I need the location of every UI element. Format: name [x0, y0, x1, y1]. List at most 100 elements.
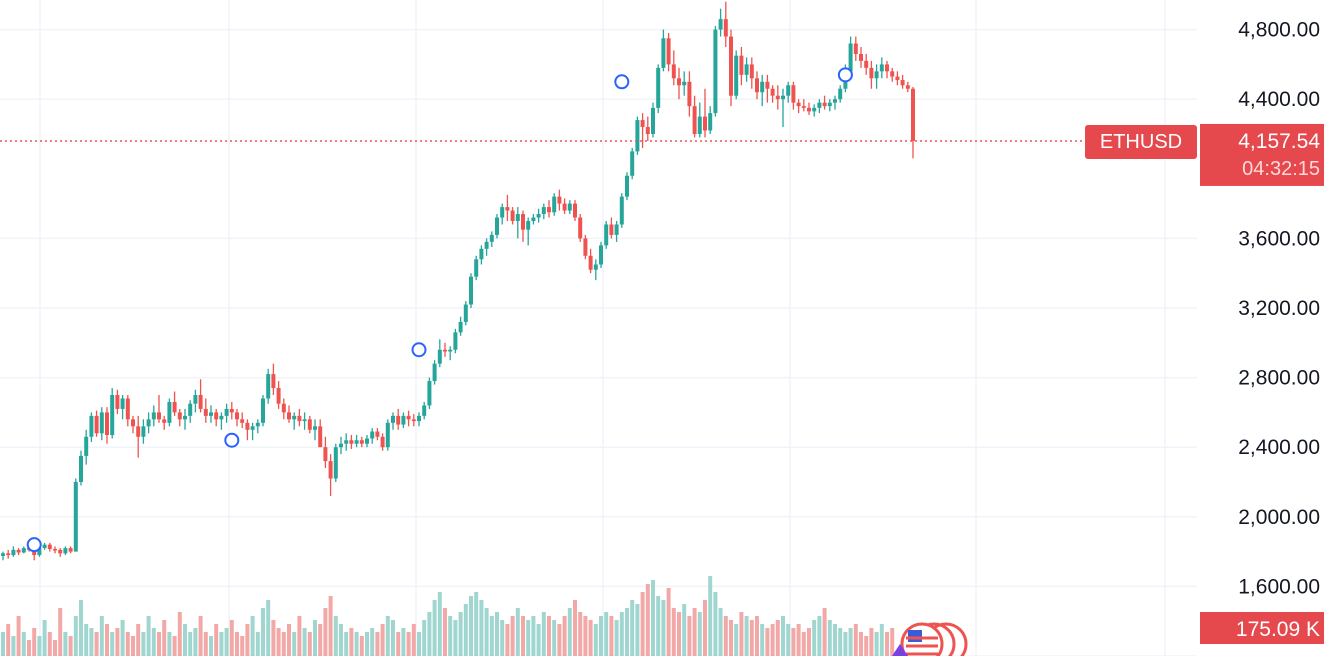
volume-bar — [42, 620, 47, 656]
volume-bar — [682, 604, 687, 656]
symbol-label-bg — [1085, 124, 1197, 159]
candle — [63, 546, 68, 556]
candle-body — [583, 238, 588, 256]
volume-bar — [297, 616, 302, 656]
candle-body — [287, 412, 291, 420]
candle — [214, 408, 219, 427]
candle-body — [812, 107, 817, 112]
candle — [547, 200, 551, 218]
candle-body — [567, 203, 572, 211]
candle — [229, 401, 234, 420]
volume-bar — [599, 616, 603, 656]
volume-bar — [261, 608, 265, 656]
candle-body — [437, 349, 442, 364]
candle-body — [448, 349, 453, 352]
volume-bar — [307, 632, 312, 656]
candle — [859, 46, 863, 68]
volume-bar — [162, 620, 167, 656]
candle — [796, 99, 801, 114]
event-triangle-icon[interactable] — [892, 644, 908, 656]
candle-body — [292, 415, 297, 420]
volume-bar — [188, 632, 193, 656]
candle — [162, 415, 167, 430]
candle-body — [682, 81, 687, 86]
price-axis[interactable]: 4,800.00 4,400.00 3,600.00 3,200.00 2,800.00… — [1238, 19, 1320, 599]
candle — [219, 412, 224, 430]
candle-body — [833, 99, 837, 103]
candle-body — [380, 436, 385, 448]
volume-bar — [79, 600, 83, 656]
candle — [302, 412, 307, 430]
candle-body — [536, 214, 541, 218]
candle-body — [47, 544, 52, 549]
candle-body — [177, 412, 182, 420]
volume-bar — [474, 592, 479, 656]
volume-bar — [489, 616, 494, 656]
candle — [203, 398, 208, 423]
candle — [515, 207, 520, 239]
candle — [723, 1, 728, 47]
candle — [417, 412, 421, 427]
volume-bar — [843, 632, 848, 656]
event-marker-icon[interactable] — [224, 432, 240, 448]
candle — [271, 363, 276, 395]
candle-body — [125, 398, 130, 420]
candle — [307, 415, 312, 434]
candle — [489, 231, 494, 248]
candle — [656, 64, 661, 114]
volume-bar — [359, 636, 364, 656]
volume-bar — [578, 612, 583, 656]
candle — [146, 412, 151, 434]
volume-bar — [671, 608, 676, 656]
volume-bar — [375, 632, 380, 656]
volume-bar — [713, 592, 718, 656]
candle — [344, 433, 349, 451]
volume-bar — [193, 628, 198, 656]
candle — [682, 71, 687, 96]
candle-body — [874, 71, 879, 79]
event-marker-icon[interactable] — [837, 67, 853, 83]
candle — [630, 147, 635, 180]
candle — [744, 57, 749, 82]
candle — [578, 214, 583, 242]
candle-body — [838, 88, 843, 100]
candle — [885, 60, 889, 79]
volume-bar — [838, 628, 843, 656]
event-marker-icon[interactable] — [26, 537, 42, 553]
candle-body — [6, 553, 11, 556]
candle-body — [859, 53, 863, 61]
candle-body — [531, 217, 536, 221]
volume-bar — [515, 608, 520, 656]
candle — [105, 407, 109, 444]
candle-body — [588, 255, 593, 270]
event-markers[interactable] — [26, 67, 853, 553]
volume-bar — [541, 612, 546, 656]
volume-bar — [167, 632, 172, 656]
volume-bar — [677, 612, 681, 656]
candle — [484, 238, 489, 256]
volume-bar — [645, 584, 650, 656]
candle — [188, 400, 193, 423]
us-flag-icon[interactable] — [900, 622, 968, 656]
candle-body — [73, 481, 78, 552]
event-marker-icon[interactable] — [614, 74, 630, 90]
candle — [240, 412, 245, 429]
candle-body — [619, 196, 624, 225]
candle — [495, 214, 499, 239]
candle — [718, 8, 723, 37]
candle-body — [261, 398, 265, 423]
event-marker-icon[interactable] — [411, 342, 427, 358]
candle-body — [53, 548, 57, 551]
candle-body — [354, 440, 359, 444]
volume-bar — [687, 616, 692, 656]
volume-bar — [536, 624, 541, 656]
candle — [869, 60, 874, 89]
volume-bar — [328, 596, 333, 656]
candle — [68, 546, 73, 554]
candle — [209, 405, 213, 423]
candle — [84, 429, 89, 465]
candle-body — [401, 415, 406, 425]
candle — [775, 85, 780, 110]
candle-body — [344, 440, 349, 444]
